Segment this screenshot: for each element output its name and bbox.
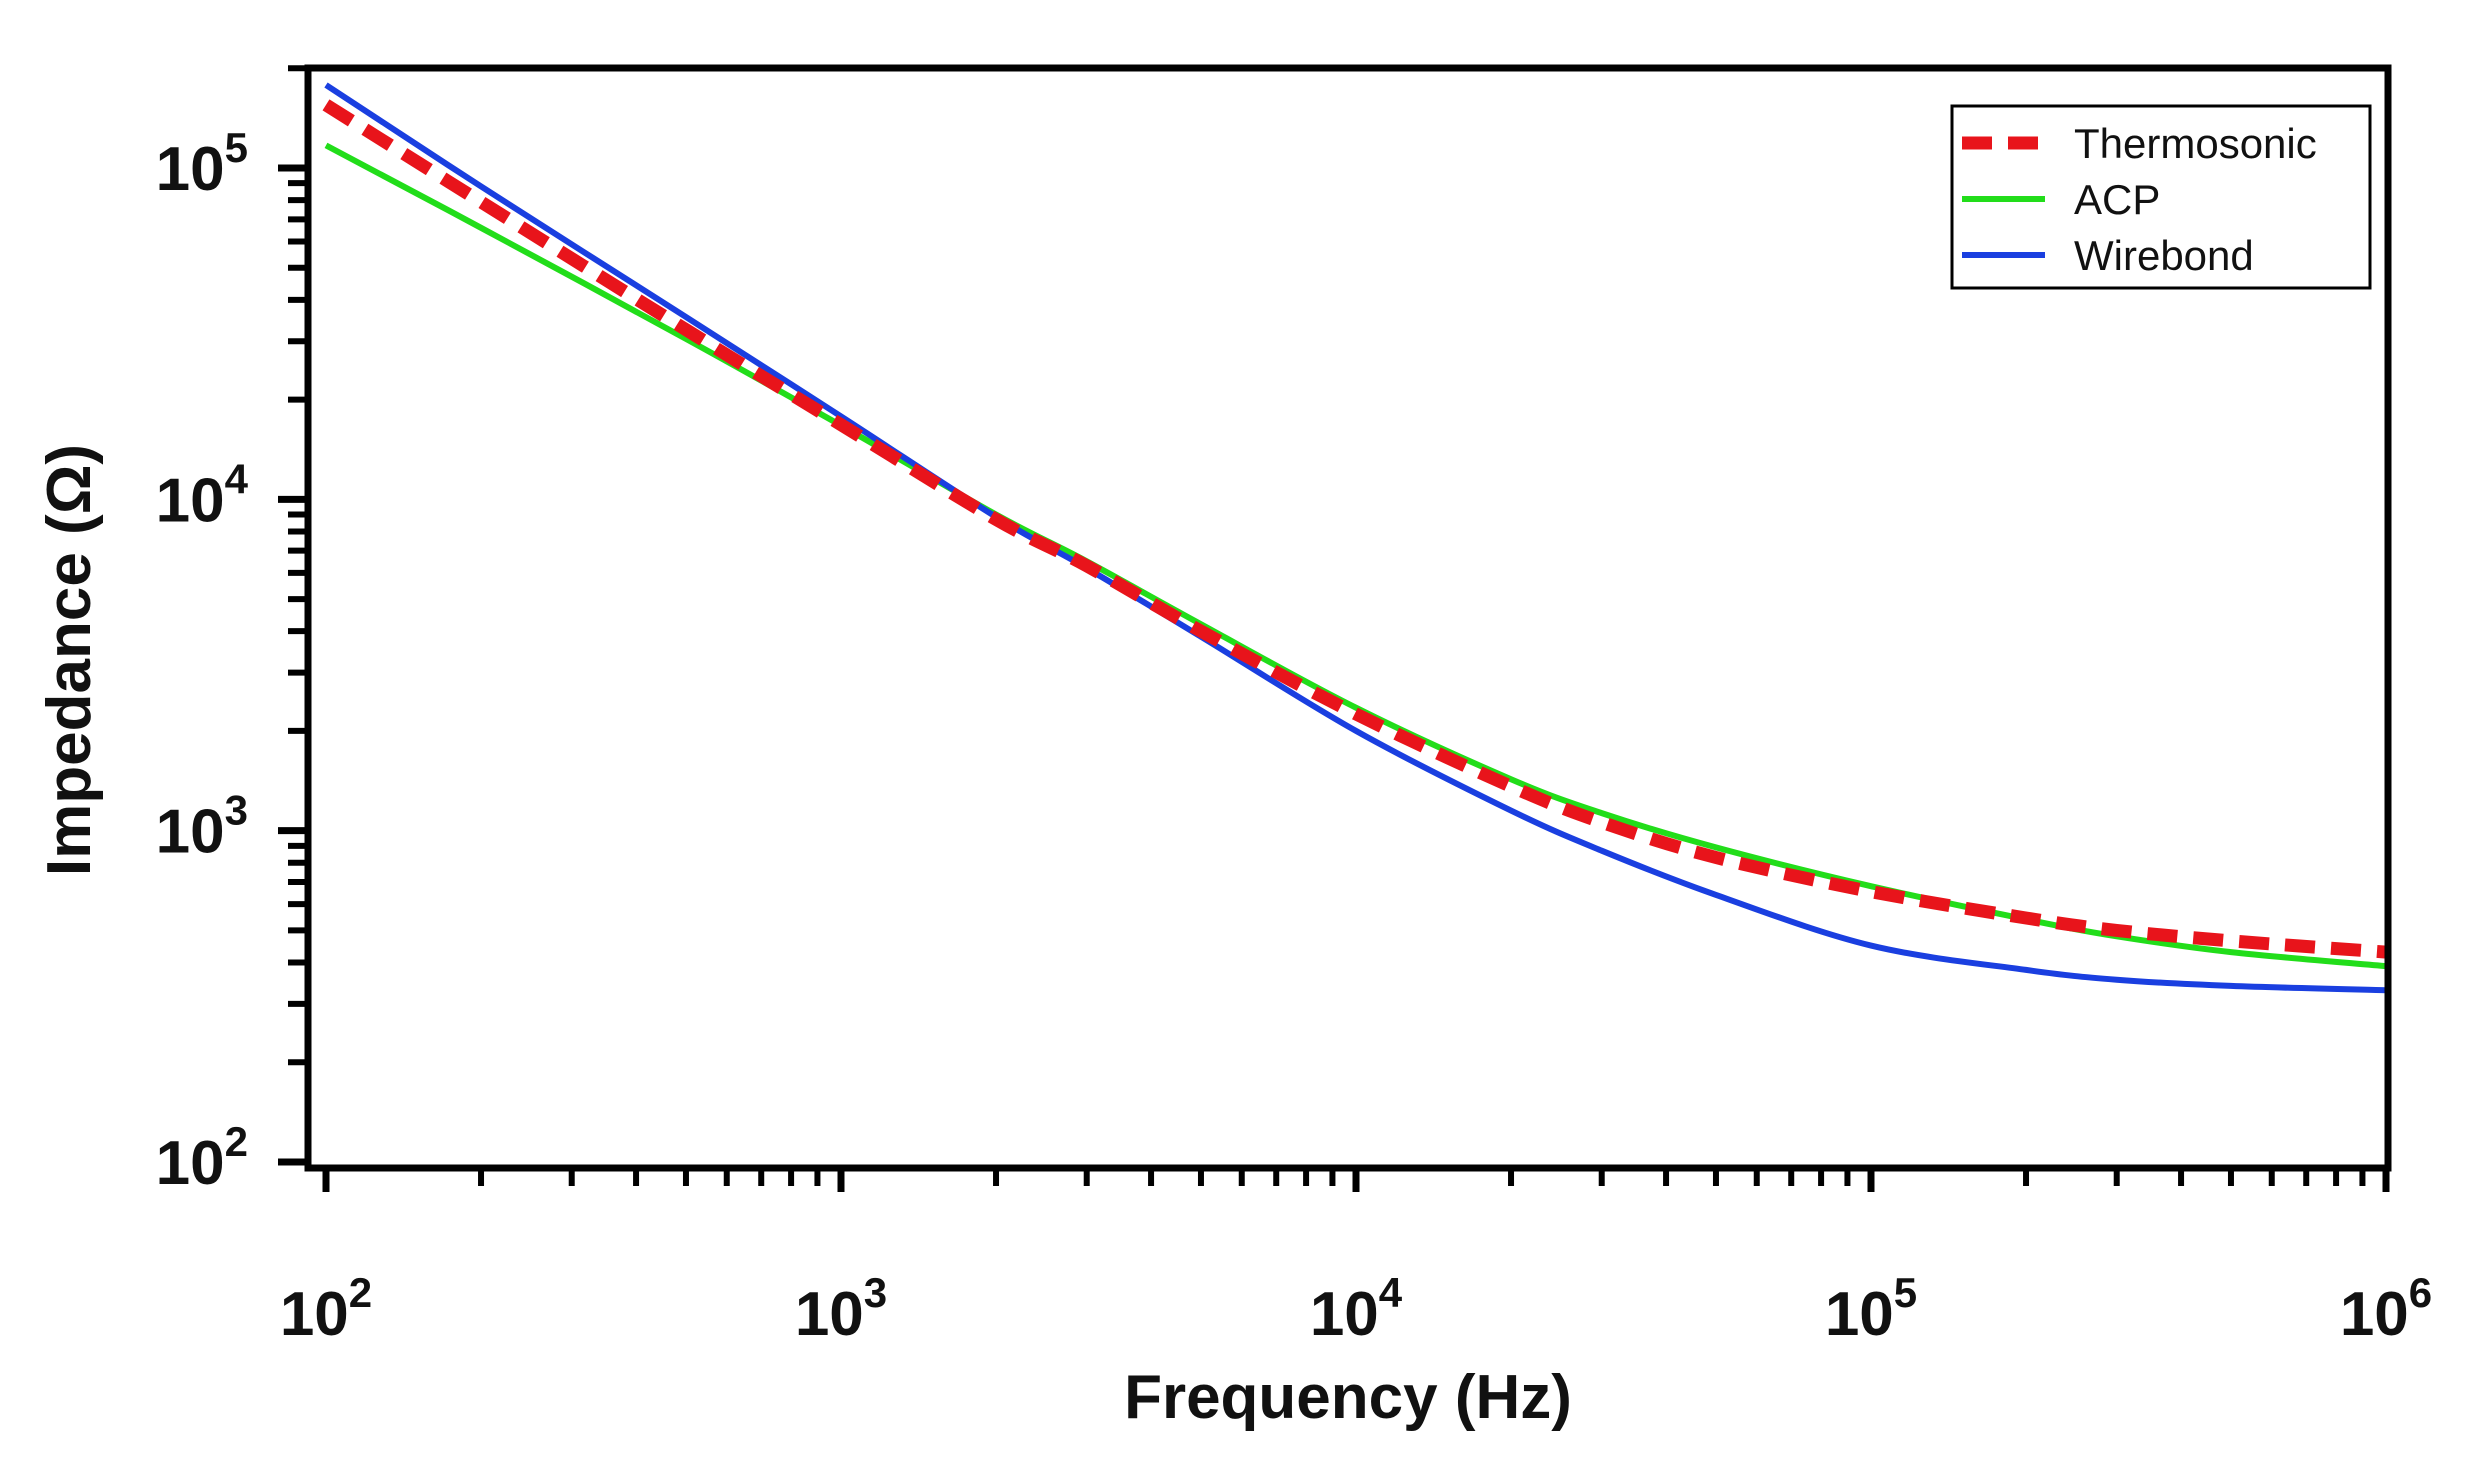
tick-labels-layer: 102 103 104 105 106 102 103 104 105 <box>156 124 2432 1349</box>
x-tick-label: 105 <box>1825 1269 1917 1349</box>
y-tick-label: 103 <box>156 787 248 867</box>
x-tick-label: 103 <box>795 1269 887 1349</box>
y-tick-label: 104 <box>156 455 249 535</box>
legend-label-acp: ACP <box>2074 176 2160 223</box>
series-line-thermosonic <box>322 99 2387 959</box>
legend-entries: Thermosonic ACP Wirebond <box>1962 120 2317 279</box>
x-tick-label: 106 <box>2340 1269 2432 1349</box>
x-axis-title: Frequency (Hz) <box>1124 1363 1572 1432</box>
y-axis-title: Impedance (Ω) <box>35 444 104 876</box>
series-line-wirebond <box>324 82 2387 994</box>
x-tick-label: 104 <box>1310 1269 1403 1349</box>
series-line-acp <box>324 142 2387 970</box>
legend: Thermosonic ACP Wirebond <box>1950 104 2372 290</box>
legend-label-thermosonic: Thermosonic <box>2074 120 2317 167</box>
plot-frame <box>304 64 2392 1172</box>
y-tick-label: 102 <box>156 1118 248 1198</box>
y-tick-label: 105 <box>156 124 248 204</box>
legend-label-wirebond: Wirebond <box>2074 232 2254 279</box>
series-layer <box>322 82 2387 994</box>
x-tick-label: 102 <box>280 1269 372 1349</box>
